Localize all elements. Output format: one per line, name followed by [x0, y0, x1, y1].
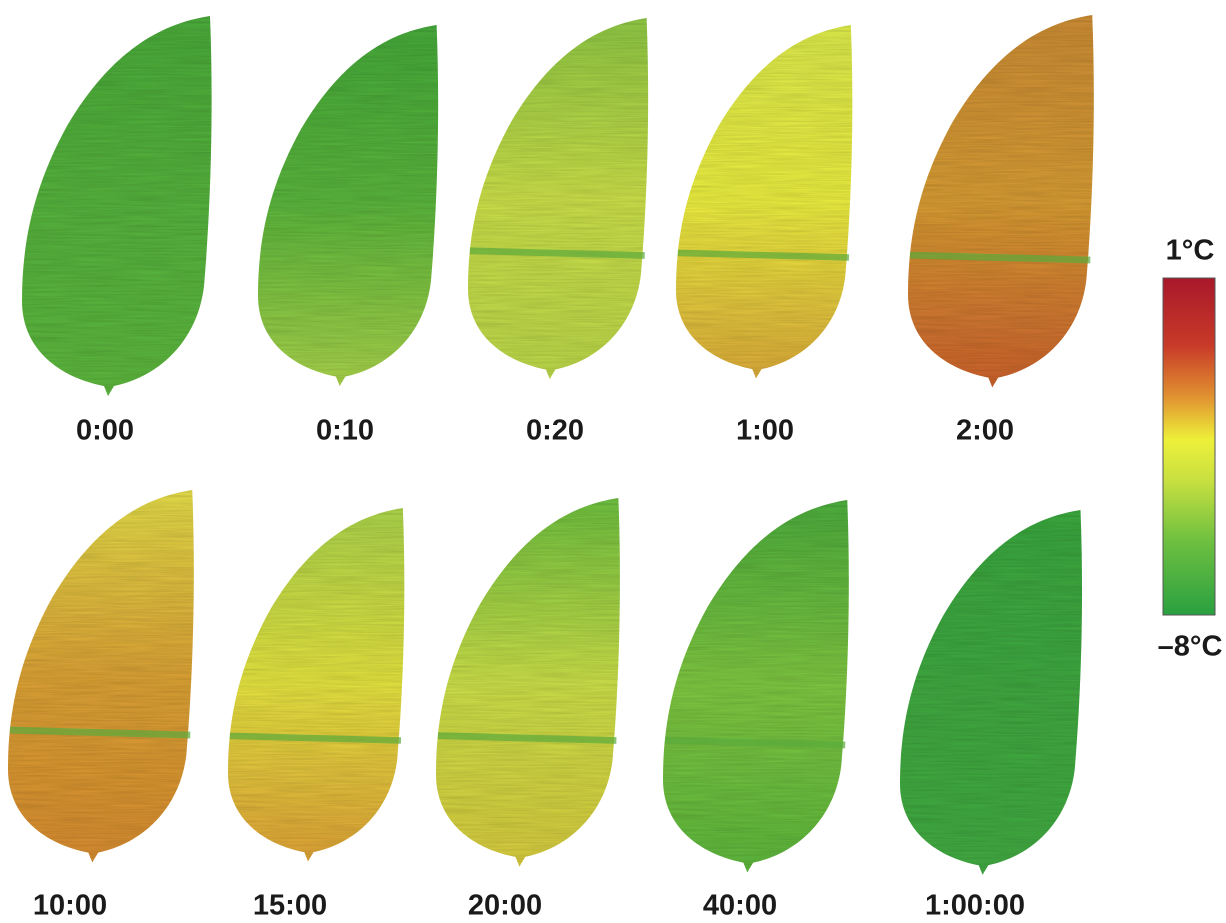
leaf-panel — [228, 508, 404, 861]
colorbar — [1163, 278, 1215, 615]
leaf-image — [676, 25, 852, 378]
time-label: 0:00 — [76, 415, 134, 447]
leaf-panel — [436, 498, 620, 867]
leaf-panel — [8, 490, 194, 862]
leaf-cut-line — [230, 736, 401, 741]
leaf-image — [228, 508, 404, 861]
time-label: 20:00 — [468, 890, 542, 922]
leaf-panel — [258, 25, 438, 386]
time-label: 0:10 — [316, 415, 374, 447]
leaf-image — [908, 15, 1094, 387]
leaf-panel — [908, 15, 1094, 387]
time-label: 0:20 — [526, 415, 584, 447]
time-label: 2:00 — [956, 415, 1014, 447]
time-label: 10:00 — [33, 890, 107, 922]
leaf-cut-line — [470, 251, 645, 256]
time-label: 40:00 — [703, 890, 777, 922]
leaf-image — [468, 18, 648, 379]
leaf-panel — [676, 25, 852, 378]
time-label: 1:00:00 — [925, 890, 1025, 922]
leaf-panel — [468, 18, 648, 379]
leaf-image — [900, 510, 1082, 875]
leaf-cut-line — [10, 730, 190, 735]
leaf-panel — [22, 16, 212, 396]
leaf-cut-line — [665, 740, 845, 745]
leaf-cut-line — [910, 255, 1090, 260]
colorbar-min-label: –8°C — [1158, 631, 1223, 663]
leaf-panel — [663, 500, 849, 872]
leaf-cut-line — [678, 253, 849, 258]
figure: 1°C –8°C 0:00 0:10 0:20 1:00 2:00 10:00 15:00 2… — [0, 0, 1226, 923]
leaf-image — [663, 500, 849, 872]
colorbar-max-label: 1°C — [1166, 235, 1215, 267]
leaf-image — [8, 490, 194, 862]
leaf-image — [436, 498, 620, 867]
leaf-image — [258, 25, 438, 386]
leaf-cut-line — [438, 736, 616, 741]
time-label: 1:00 — [736, 415, 794, 447]
leaf-image — [22, 16, 212, 396]
page: 1°C –8°C 0:00 0:10 0:20 1:00 2:00 10:00 15:00 2… — [0, 0, 1226, 923]
leaf-panel — [900, 510, 1082, 875]
time-label: 15:00 — [253, 890, 327, 922]
